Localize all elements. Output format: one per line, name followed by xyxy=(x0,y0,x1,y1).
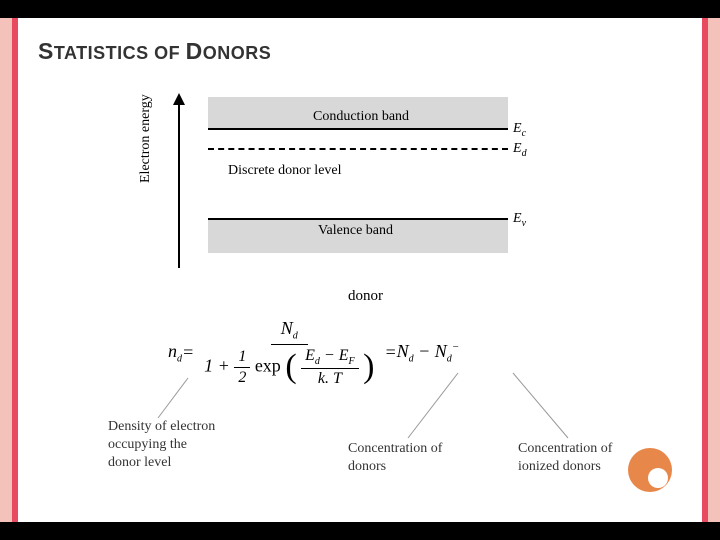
bottom-border-bar xyxy=(0,522,720,540)
ec-label: Ec xyxy=(513,121,526,139)
conduction-band-label: Conduction band xyxy=(313,109,409,125)
valence-band-label: Valence band xyxy=(318,223,393,239)
y-axis-label: Electron energy xyxy=(138,94,154,183)
formula-area: nd = Nd 1 + 1 2 exp ( Ed − EF k. T xyxy=(138,318,642,498)
annotation-left: Density of electronoccupying thedonor le… xyxy=(108,418,248,473)
donor-caption: donor xyxy=(348,288,383,305)
y-axis-arrowhead-icon xyxy=(173,93,185,105)
title-part: S xyxy=(38,38,54,64)
title-part: ONORS xyxy=(203,43,272,63)
title-part: D xyxy=(186,38,203,64)
left-border-bar xyxy=(0,18,18,522)
donor-level-label: Discrete donor level xyxy=(228,163,342,179)
y-axis-line xyxy=(178,98,180,268)
conduction-band-edge xyxy=(208,128,508,130)
top-border-bar xyxy=(0,0,720,18)
annotation-mid: Concentration ofdonors xyxy=(348,440,478,476)
slide-title: STATISTICS OF DONORS xyxy=(38,38,271,65)
ev-label: Ev xyxy=(513,211,526,229)
slide-content: STATISTICS OF DONORS Electron energy Con… xyxy=(18,18,702,522)
title-part: TATISTICS OF xyxy=(54,43,186,63)
donor-level-line xyxy=(208,148,508,150)
decorative-corner-icon xyxy=(628,448,672,492)
energy-band-diagram: Electron energy Conduction band Ec Ed Di… xyxy=(148,93,548,273)
wavy-edge-top xyxy=(208,89,508,97)
ed-label: Ed xyxy=(513,141,527,159)
right-border-bar xyxy=(702,18,720,522)
wavy-edge-bottom xyxy=(208,253,508,263)
